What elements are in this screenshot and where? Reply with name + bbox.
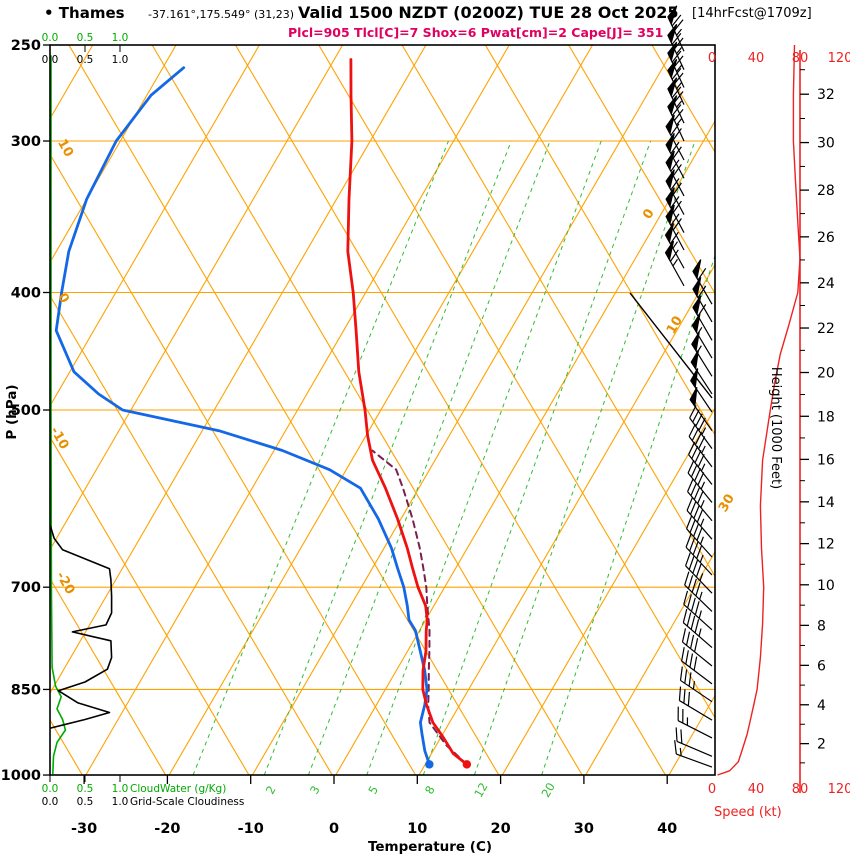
svg-text:Speed (kt): Speed (kt) bbox=[714, 805, 782, 820]
svg-text:1.0: 1.0 bbox=[112, 54, 129, 66]
svg-text:0.0: 0.0 bbox=[42, 54, 59, 66]
svg-text:8: 8 bbox=[817, 618, 826, 634]
svg-text:500: 500 bbox=[11, 403, 41, 419]
svg-text:10: 10 bbox=[817, 578, 835, 594]
station-coordinates: -37.161°,175.549° (31,23) bbox=[148, 8, 295, 21]
svg-text:0: 0 bbox=[640, 207, 658, 222]
svg-text:30: 30 bbox=[574, 821, 594, 837]
svg-text:10: 10 bbox=[664, 314, 686, 337]
svg-text:300: 300 bbox=[11, 134, 41, 150]
svg-text:0.5: 0.5 bbox=[77, 783, 94, 795]
svg-text:40: 40 bbox=[748, 51, 765, 66]
svg-text:700: 700 bbox=[11, 580, 41, 596]
svg-text:12: 12 bbox=[471, 780, 490, 800]
svg-text:Grid-Scale Cloudiness: Grid-Scale Cloudiness bbox=[130, 796, 244, 808]
svg-text:5: 5 bbox=[365, 783, 381, 796]
svg-text:0.0: 0.0 bbox=[42, 796, 59, 808]
svg-text:Height (1000 Feet): Height (1000 Feet) bbox=[768, 367, 783, 489]
svg-text:24: 24 bbox=[817, 276, 835, 292]
svg-text:26: 26 bbox=[817, 230, 835, 246]
svg-text:-20: -20 bbox=[154, 821, 180, 837]
svg-text:12: 12 bbox=[817, 537, 835, 553]
svg-text:P (hPa): P (hPa) bbox=[4, 384, 20, 439]
svg-text:80: 80 bbox=[792, 782, 809, 797]
svg-text:120: 120 bbox=[828, 782, 850, 797]
svg-text:120: 120 bbox=[828, 51, 850, 66]
forecast-reference: [14hrFcst@1709z] bbox=[692, 6, 812, 21]
svg-text:2: 2 bbox=[817, 737, 826, 753]
svg-text:0: 0 bbox=[708, 782, 716, 797]
svg-text:8: 8 bbox=[422, 783, 438, 796]
svg-text:32: 32 bbox=[817, 87, 835, 103]
svg-text:1.0: 1.0 bbox=[112, 783, 129, 795]
svg-text:CloudWater (g/Kg): CloudWater (g/Kg) bbox=[130, 783, 226, 795]
svg-text:6: 6 bbox=[817, 658, 826, 674]
svg-text:28: 28 bbox=[817, 183, 835, 199]
svg-text:0.5: 0.5 bbox=[77, 32, 94, 44]
svg-text:0.5: 0.5 bbox=[77, 54, 94, 66]
svg-text:22: 22 bbox=[817, 321, 835, 337]
svg-text:4: 4 bbox=[817, 698, 826, 714]
svg-text:10: 10 bbox=[54, 137, 76, 160]
svg-text:30: 30 bbox=[716, 492, 738, 515]
svg-text:30: 30 bbox=[817, 136, 835, 152]
valid-time-title: Valid 1500 NZDT (0200Z) TUE 28 Oct 2025 bbox=[298, 3, 679, 22]
svg-text:Temperature (C): Temperature (C) bbox=[368, 839, 492, 855]
svg-text:40: 40 bbox=[748, 782, 765, 797]
svg-text:0.0: 0.0 bbox=[42, 32, 59, 44]
svg-text:14: 14 bbox=[817, 495, 835, 511]
svg-text:18: 18 bbox=[817, 409, 835, 425]
svg-text:16: 16 bbox=[817, 452, 835, 468]
sounding-indices: Plcl=905 Tlcl[C]=7 Shox=6 Pwat[cm]=2 Cap… bbox=[288, 25, 664, 40]
svg-text:1.0: 1.0 bbox=[112, 796, 129, 808]
svg-text:20: 20 bbox=[491, 821, 511, 837]
svg-text:-30: -30 bbox=[71, 821, 97, 837]
svg-text:-10: -10 bbox=[238, 821, 264, 837]
svg-text:0: 0 bbox=[329, 821, 339, 837]
svg-text:2: 2 bbox=[263, 783, 279, 796]
svg-text:0.0: 0.0 bbox=[42, 783, 59, 795]
svg-text:80: 80 bbox=[792, 51, 809, 66]
svg-text:20: 20 bbox=[817, 366, 835, 382]
svg-text:400: 400 bbox=[11, 286, 41, 302]
svg-text:20: 20 bbox=[538, 780, 557, 800]
svg-text:1000: 1000 bbox=[1, 768, 41, 784]
svg-text:-20: -20 bbox=[53, 569, 78, 597]
svg-text:1.0: 1.0 bbox=[112, 32, 129, 44]
svg-text:10: 10 bbox=[407, 821, 427, 837]
svg-text:40: 40 bbox=[657, 821, 677, 837]
svg-text:3: 3 bbox=[307, 783, 323, 796]
svg-text:0.5: 0.5 bbox=[77, 796, 94, 808]
station-name: • Thames bbox=[44, 4, 125, 22]
svg-text:850: 850 bbox=[11, 682, 41, 698]
svg-text:0: 0 bbox=[708, 51, 716, 66]
svg-text:250: 250 bbox=[11, 38, 41, 54]
